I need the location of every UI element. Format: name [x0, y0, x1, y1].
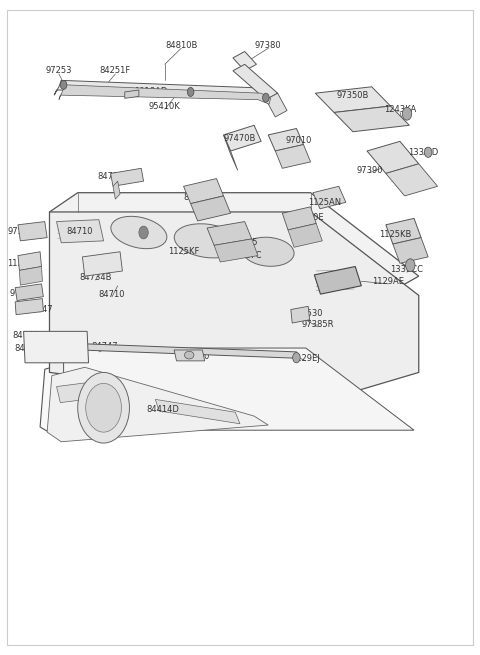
Text: 1129AE: 1129AE — [372, 277, 404, 286]
Polygon shape — [224, 125, 261, 151]
Polygon shape — [288, 223, 323, 247]
Polygon shape — [57, 382, 96, 403]
Text: 1125KE: 1125KE — [7, 259, 38, 268]
Text: 84725: 84725 — [231, 238, 258, 248]
Text: 84251F: 84251F — [100, 66, 131, 75]
Polygon shape — [54, 81, 277, 100]
Text: 1018AD: 1018AD — [134, 87, 168, 96]
Polygon shape — [57, 219, 104, 243]
Polygon shape — [291, 307, 310, 323]
Polygon shape — [268, 128, 303, 151]
Polygon shape — [24, 331, 88, 363]
Polygon shape — [47, 367, 268, 441]
Polygon shape — [49, 193, 419, 309]
Text: 97380: 97380 — [255, 41, 282, 50]
Circle shape — [402, 107, 412, 120]
Text: 1125KF: 1125KF — [168, 247, 199, 256]
Text: 84727C: 84727C — [230, 251, 263, 260]
Polygon shape — [15, 284, 43, 301]
Text: 84734B: 84734B — [79, 273, 112, 282]
Text: 1339CC: 1339CC — [391, 265, 423, 274]
Polygon shape — [110, 168, 144, 186]
Polygon shape — [18, 221, 47, 241]
Polygon shape — [19, 267, 42, 285]
Circle shape — [187, 87, 194, 96]
Text: 84410E: 84410E — [292, 213, 324, 221]
Polygon shape — [224, 135, 238, 170]
Polygon shape — [83, 252, 122, 276]
Polygon shape — [18, 252, 41, 271]
Text: 97490: 97490 — [183, 352, 210, 361]
Polygon shape — [191, 196, 230, 221]
Polygon shape — [393, 238, 428, 263]
Polygon shape — [113, 181, 120, 199]
Text: 1125AN: 1125AN — [308, 198, 341, 207]
Polygon shape — [214, 239, 258, 262]
Text: 84715U: 84715U — [184, 193, 216, 202]
Text: 84747: 84747 — [27, 305, 53, 314]
Text: 1125KB: 1125KB — [379, 230, 411, 239]
Text: 84530: 84530 — [296, 309, 323, 318]
Polygon shape — [40, 360, 277, 437]
Polygon shape — [15, 299, 43, 314]
Text: 97253: 97253 — [46, 66, 72, 75]
Polygon shape — [367, 141, 419, 174]
Text: 84780S: 84780S — [15, 343, 47, 352]
Text: 84710: 84710 — [67, 227, 93, 236]
Polygon shape — [386, 218, 421, 244]
Polygon shape — [314, 267, 361, 294]
Polygon shape — [313, 186, 346, 209]
Text: 97350B: 97350B — [336, 90, 369, 100]
Text: 97010: 97010 — [286, 136, 312, 145]
Text: 97385R: 97385R — [301, 320, 334, 329]
Text: 84780L: 84780L — [12, 331, 44, 340]
Polygon shape — [282, 207, 316, 230]
Text: 1335JD: 1335JD — [408, 148, 439, 157]
Circle shape — [139, 226, 148, 239]
Polygon shape — [275, 145, 311, 168]
Text: 97385L: 97385L — [7, 227, 38, 236]
Ellipse shape — [184, 351, 194, 359]
Text: 84747: 84747 — [92, 343, 118, 351]
Polygon shape — [233, 64, 277, 100]
Polygon shape — [156, 400, 240, 424]
Circle shape — [86, 383, 121, 432]
Text: 97480: 97480 — [10, 289, 36, 298]
Polygon shape — [334, 106, 409, 132]
Text: 84810B: 84810B — [165, 41, 197, 50]
Circle shape — [406, 259, 415, 272]
Polygon shape — [183, 179, 224, 204]
Polygon shape — [233, 52, 256, 71]
Circle shape — [263, 93, 269, 102]
Text: 97390: 97390 — [356, 166, 383, 175]
Polygon shape — [315, 86, 391, 113]
Polygon shape — [386, 164, 438, 196]
Text: 97470B: 97470B — [224, 134, 256, 143]
Circle shape — [60, 81, 67, 89]
Polygon shape — [207, 221, 252, 246]
Text: 84414D: 84414D — [146, 405, 179, 414]
Text: 84725T: 84725T — [97, 172, 129, 181]
Text: 1243KA: 1243KA — [384, 105, 416, 114]
Polygon shape — [78, 343, 299, 358]
Circle shape — [293, 352, 300, 363]
Circle shape — [424, 147, 432, 157]
Ellipse shape — [242, 237, 294, 267]
Polygon shape — [125, 90, 139, 98]
Text: 84710: 84710 — [99, 290, 125, 299]
Polygon shape — [59, 85, 271, 104]
Circle shape — [78, 373, 130, 443]
Ellipse shape — [174, 224, 240, 258]
Polygon shape — [49, 212, 419, 405]
Polygon shape — [63, 348, 414, 430]
Polygon shape — [174, 350, 204, 361]
Text: 95410K: 95410K — [149, 102, 180, 111]
Ellipse shape — [111, 216, 167, 249]
Polygon shape — [266, 93, 287, 117]
Text: 1129EJ: 1129EJ — [291, 354, 320, 363]
